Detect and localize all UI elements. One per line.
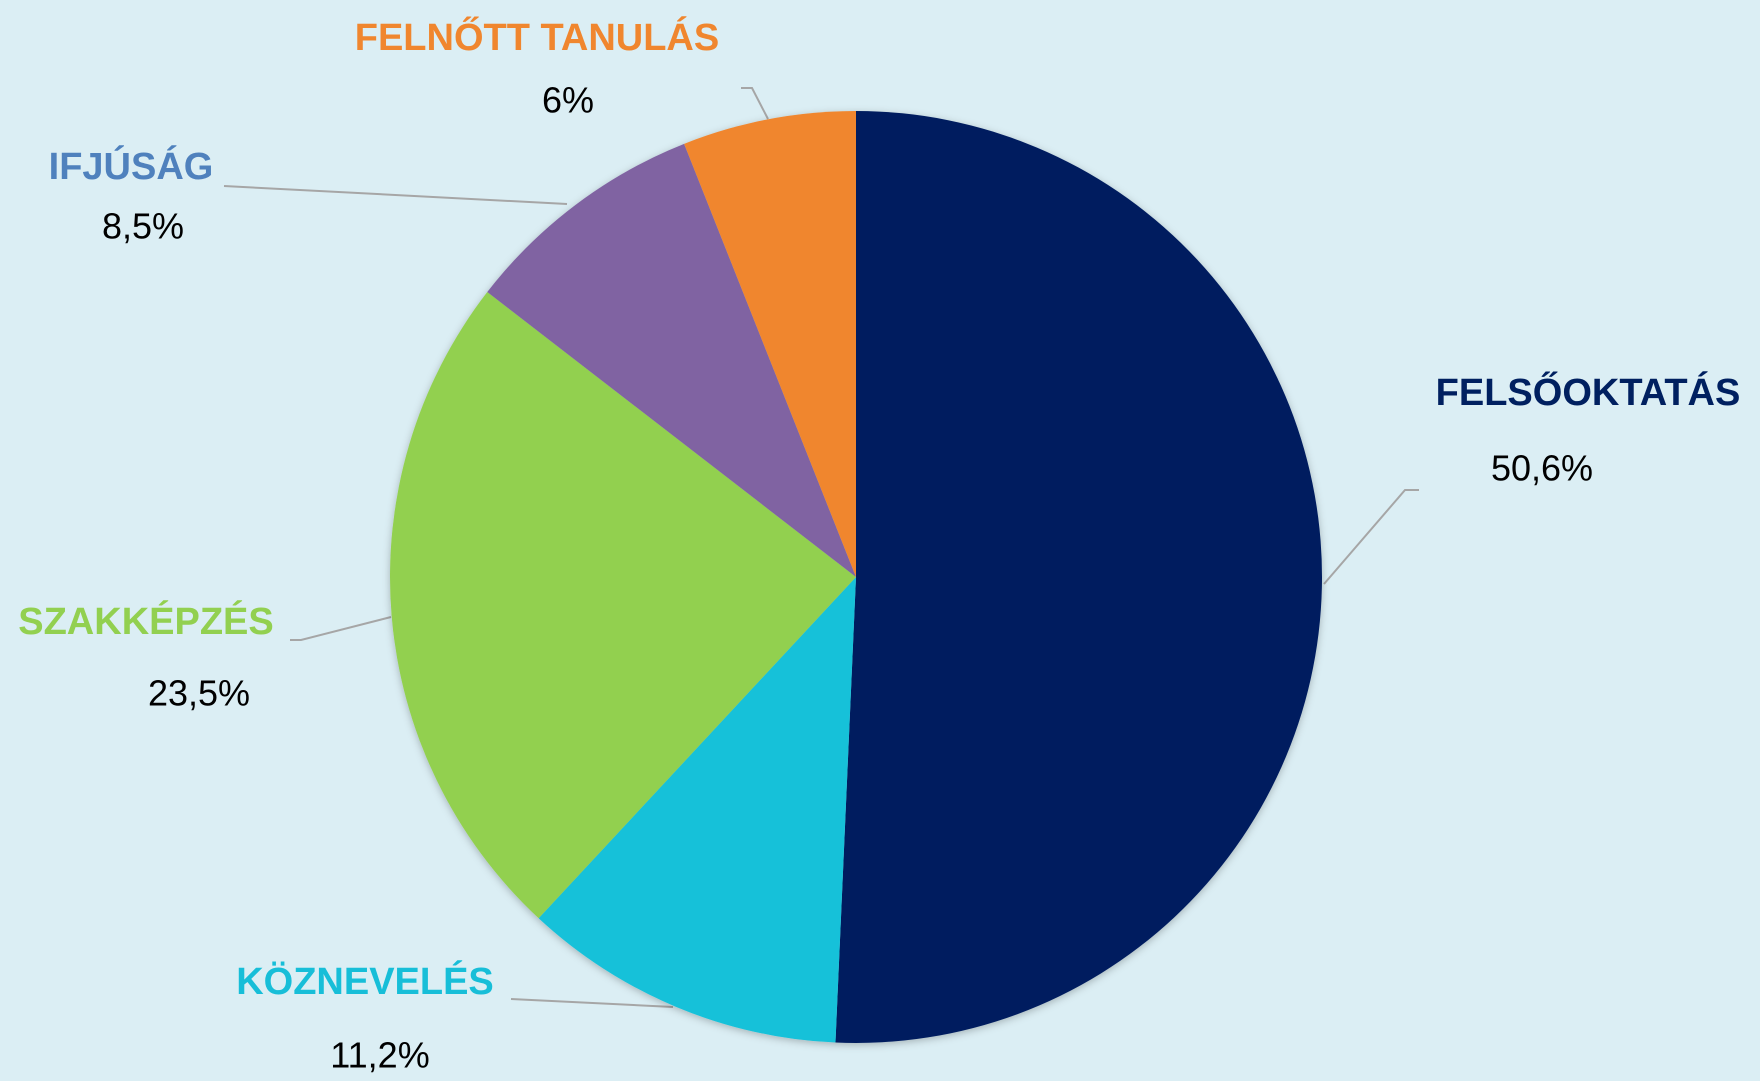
category-label: IFJÚSÁG bbox=[49, 144, 214, 188]
value-label: 23,5% bbox=[148, 673, 250, 714]
pie-slice bbox=[487, 143, 856, 577]
pie-slice bbox=[835, 111, 1323, 1044]
leader-line bbox=[290, 616, 392, 641]
labels: FELSŐOKTATÁS 50,6% KÖZNEVELÉS 11,2% SZAKKÉPZ… bbox=[18, 15, 1740, 1075]
leader-line bbox=[223, 185, 568, 205]
leader-line bbox=[510, 998, 674, 1008]
pie bbox=[390, 111, 1323, 1044]
pie-slice bbox=[538, 577, 856, 1043]
value-label: 11,2% bbox=[330, 1035, 429, 1076]
category-label: SZAKKÉPZÉS bbox=[18, 599, 273, 643]
category-label: FELSŐOKTATÁS bbox=[1436, 370, 1741, 414]
leader-lines bbox=[223, 87, 1419, 1008]
value-label: 50,6% bbox=[1491, 448, 1593, 489]
pie-slice bbox=[684, 111, 856, 577]
leader-line bbox=[1323, 489, 1419, 585]
category-label: FELNŐTT TANULÁS bbox=[355, 15, 719, 59]
leader-line bbox=[741, 87, 769, 120]
value-label: 8,5% bbox=[102, 206, 184, 247]
category-label: KÖZNEVELÉS bbox=[236, 959, 494, 1003]
pie-slice bbox=[390, 292, 856, 919]
value-label: 6% bbox=[542, 80, 594, 121]
